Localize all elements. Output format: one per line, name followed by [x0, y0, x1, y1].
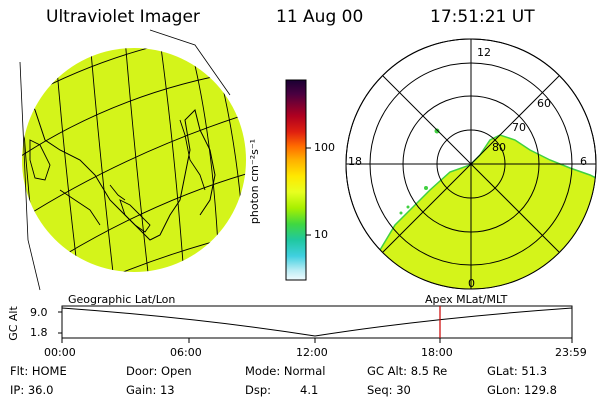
- dsp-label: Dsp:: [245, 383, 272, 397]
- gc-alt-status: GC Alt: 8.5 Re: [367, 364, 448, 378]
- apex-mlat-mlt-label: Apex MLat/MLT: [425, 293, 508, 306]
- geographic-image: [19, 29, 246, 291]
- ip-status: IP: 36.0: [10, 383, 54, 397]
- mlt-label-12: 12: [477, 46, 491, 59]
- mlt-label-18: 18: [348, 155, 362, 168]
- mode-status: Mode: Normal: [245, 364, 326, 378]
- lat-label-60: 60: [537, 97, 551, 110]
- lat-label-80: 80: [492, 141, 506, 154]
- mlt-label-6: 6: [580, 155, 587, 168]
- date-label: 11 Aug 00: [276, 7, 364, 27]
- dsp-value: 4.1: [300, 383, 319, 397]
- door-status: Door: Open: [126, 364, 192, 378]
- colorbar: [285, 79, 311, 281]
- x-tick-2359: 23:59: [555, 346, 587, 359]
- gc-alt-axis-title: GC Alt: [6, 306, 20, 341]
- polar-plot: [345, 38, 597, 290]
- x-tick-0000: 00:00: [44, 346, 76, 359]
- glon-status: GLon: 129.8: [487, 383, 557, 397]
- timeline-plot: [58, 305, 573, 343]
- x-tick-1800: 18:00: [421, 346, 453, 359]
- geographic-lat-lon-label: Geographic Lat/Lon: [68, 293, 176, 306]
- colorbar-unit-label: photon cm⁻²s⁻¹: [248, 138, 262, 225]
- lat-label-70: 70: [512, 121, 526, 134]
- x-tick-1200: 12:00: [296, 346, 328, 359]
- y-max-label: 9.0: [30, 306, 48, 319]
- time-label: 17:51:21 UT: [430, 7, 535, 27]
- mlt-label-0: 0: [468, 277, 475, 290]
- y-min-label: 1.8: [30, 326, 48, 339]
- colorbar-tick-10: 10: [314, 228, 328, 241]
- seq-status: Seq: 30: [367, 383, 411, 397]
- colorbar-tick-100: 100: [314, 141, 335, 154]
- flt-status: Flt: HOME: [10, 364, 67, 378]
- app-title: Ultraviolet Imager: [46, 7, 200, 27]
- glat-status: GLat: 51.3: [487, 364, 548, 378]
- x-tick-0600: 06:00: [170, 346, 202, 359]
- gain-status: Gain: 13: [126, 383, 175, 397]
